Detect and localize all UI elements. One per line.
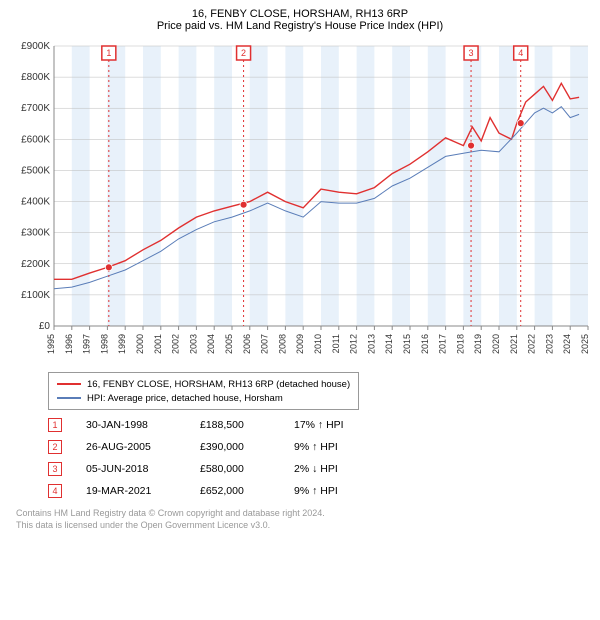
svg-text:£100K: £100K (21, 290, 50, 301)
transaction-row: 2 26-AUG-2005 £390,000 9% ↑ HPI (48, 436, 592, 458)
svg-text:£0: £0 (39, 321, 51, 332)
svg-text:2004: 2004 (206, 334, 216, 354)
svg-text:2025: 2025 (580, 334, 590, 354)
chart-area: £0 £100K £200K £300K £400K £500K £600K £700K £80… (8, 36, 592, 366)
transactions-table: 1 30-JAN-1998 £188,500 17% ↑ HPI 2 26-AUG-200… (48, 414, 592, 502)
svg-text:2016: 2016 (420, 334, 430, 354)
legend-swatch-hpi (57, 397, 81, 399)
tx-pct: 2% ↓ HPI (294, 463, 384, 475)
svg-text:2021: 2021 (509, 334, 519, 354)
title-subtitle: Price paid vs. HM Land Registry's House … (8, 20, 592, 32)
transaction-row: 3 05-JUN-2018 £580,000 2% ↓ HPI (48, 458, 592, 480)
svg-text:2001: 2001 (153, 334, 163, 354)
tx-date: 30-JAN-1998 (86, 419, 176, 431)
svg-text:2011: 2011 (331, 334, 341, 353)
tx-marker: 3 (48, 462, 62, 476)
svg-text:£300K: £300K (21, 228, 50, 239)
tx-price: £390,000 (200, 441, 270, 453)
svg-text:2010: 2010 (313, 334, 323, 354)
legend-swatch-property (57, 383, 81, 385)
svg-text:£900K: £900K (21, 41, 50, 52)
svg-text:1999: 1999 (117, 334, 127, 354)
svg-text:1996: 1996 (64, 334, 74, 354)
tx-date: 19-MAR-2021 (86, 485, 176, 497)
svg-text:£200K: £200K (21, 259, 50, 270)
footer-line2: This data is licensed under the Open Gov… (16, 520, 592, 532)
svg-text:2007: 2007 (260, 334, 270, 354)
legend: 16, FENBY CLOSE, HORSHAM, RH13 6RP (deta… (48, 372, 359, 410)
svg-text:3: 3 (469, 48, 474, 58)
svg-text:2008: 2008 (277, 334, 287, 354)
transaction-row: 1 30-JAN-1998 £188,500 17% ↑ HPI (48, 414, 592, 436)
svg-text:2024: 2024 (562, 334, 572, 354)
svg-text:2005: 2005 (224, 334, 234, 354)
tx-price: £652,000 (200, 485, 270, 497)
svg-text:£600K: £600K (21, 134, 50, 145)
svg-text:2017: 2017 (438, 334, 448, 354)
footer: Contains HM Land Registry data © Crown c… (16, 508, 592, 531)
tx-pct: 9% ↑ HPI (294, 441, 384, 453)
svg-text:2002: 2002 (171, 334, 181, 354)
svg-text:2023: 2023 (544, 334, 554, 354)
legend-label-hpi: HPI: Average price, detached house, Hors… (87, 393, 283, 404)
svg-text:2019: 2019 (473, 334, 483, 354)
tx-date: 26-AUG-2005 (86, 441, 176, 453)
tx-marker: 2 (48, 440, 62, 454)
tx-date: 05-JUN-2018 (86, 463, 176, 475)
svg-text:1995: 1995 (46, 334, 56, 354)
tx-pct: 9% ↑ HPI (294, 485, 384, 497)
svg-text:1: 1 (106, 48, 111, 58)
svg-text:£800K: £800K (21, 72, 50, 83)
svg-text:4: 4 (518, 48, 523, 58)
svg-text:2006: 2006 (242, 334, 252, 354)
svg-text:£400K: £400K (21, 197, 50, 208)
svg-text:2018: 2018 (455, 334, 465, 354)
svg-text:2014: 2014 (384, 334, 394, 354)
chart-title: 16, FENBY CLOSE, HORSHAM, RH13 6RP Price… (8, 8, 592, 32)
tx-marker: 1 (48, 418, 62, 432)
transaction-row: 4 19-MAR-2021 £652,000 9% ↑ HPI (48, 480, 592, 502)
svg-text:2009: 2009 (295, 334, 305, 354)
title-address: 16, FENBY CLOSE, HORSHAM, RH13 6RP (8, 8, 592, 20)
chart-svg: £0 £100K £200K £300K £400K £500K £600K £700K £80… (8, 36, 592, 366)
legend-row-hpi: HPI: Average price, detached house, Hors… (57, 391, 350, 405)
svg-text:2003: 2003 (188, 334, 198, 354)
svg-text:2015: 2015 (402, 334, 412, 354)
svg-text:2022: 2022 (527, 334, 537, 354)
svg-text:£500K: £500K (21, 165, 50, 176)
tx-price: £188,500 (200, 419, 270, 431)
footer-line1: Contains HM Land Registry data © Crown c… (16, 508, 592, 520)
tx-pct: 17% ↑ HPI (294, 419, 384, 431)
legend-row-property: 16, FENBY CLOSE, HORSHAM, RH13 6RP (deta… (57, 377, 350, 391)
svg-text:2013: 2013 (366, 334, 376, 354)
svg-text:2020: 2020 (491, 334, 501, 354)
svg-text:1998: 1998 (99, 334, 109, 354)
svg-text:2: 2 (241, 48, 246, 58)
svg-text:2000: 2000 (135, 334, 145, 354)
legend-label-property: 16, FENBY CLOSE, HORSHAM, RH13 6RP (deta… (87, 379, 350, 390)
svg-text:£700K: £700K (21, 103, 50, 114)
svg-text:1997: 1997 (82, 334, 92, 354)
svg-text:2012: 2012 (349, 334, 359, 354)
tx-price: £580,000 (200, 463, 270, 475)
tx-marker: 4 (48, 484, 62, 498)
